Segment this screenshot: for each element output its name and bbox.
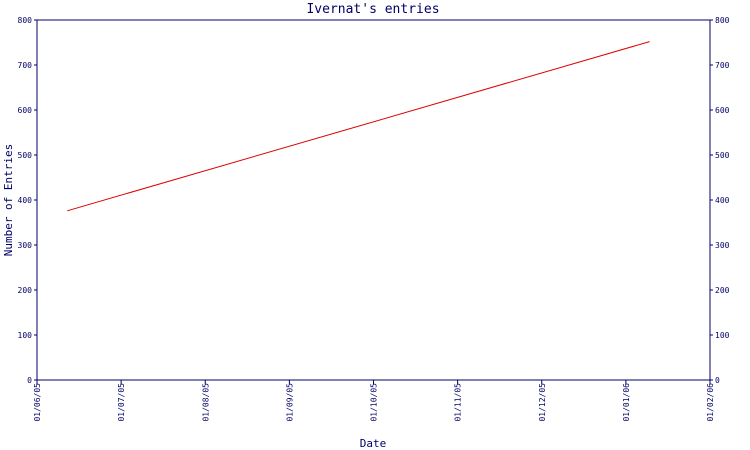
y-tick-label: 600 [18, 106, 33, 115]
x-tick-label: 01/06/05 [33, 383, 42, 422]
y-tick-label: 400 [18, 196, 33, 205]
y-tick-label-right: 200 [715, 286, 730, 295]
chart-title: Ivernat's entries [306, 2, 439, 17]
y-tick-label: 500 [18, 151, 33, 160]
x-tick-label: 01/09/05 [285, 383, 294, 422]
y-tick-label-right: 100 [715, 331, 730, 340]
y-tick-label-right: 800 [715, 16, 730, 25]
y-tick-label-right: 700 [715, 61, 730, 70]
x-tick-label: 01/11/05 [454, 383, 463, 422]
series-line [67, 41, 650, 212]
y-tick-label: 800 [18, 16, 33, 25]
y-tick-label: 0 [27, 376, 32, 385]
y-tick-label: 200 [18, 286, 33, 295]
x-tick-label: 01/08/05 [201, 383, 210, 422]
y-tick-label: 700 [18, 61, 33, 70]
y-tick-label-right: 400 [715, 196, 730, 205]
y-tick-label: 300 [18, 241, 33, 250]
x-tick-label: 01/01/06 [622, 383, 631, 422]
x-tick-label: 01/12/05 [538, 383, 547, 422]
x-tick-label: 01/10/05 [370, 383, 379, 422]
y-tick-label-right: 300 [715, 241, 730, 250]
plot-area: 0 0 100 100 200 200 300 300 400 400 500 500 600 600 70… [18, 16, 730, 422]
x-axis-label: Date [360, 437, 387, 450]
y-tick-label-right: 600 [715, 106, 730, 115]
y-tick-label-right: 0 [715, 376, 720, 385]
y-axis-label: Number of Entries [2, 144, 15, 257]
x-tick-label: 01/07/05 [117, 383, 126, 422]
y-tick-label: 100 [18, 331, 33, 340]
x-tick-label: 01/02/06 [706, 383, 715, 422]
y-tick-label-right: 500 [715, 151, 730, 160]
